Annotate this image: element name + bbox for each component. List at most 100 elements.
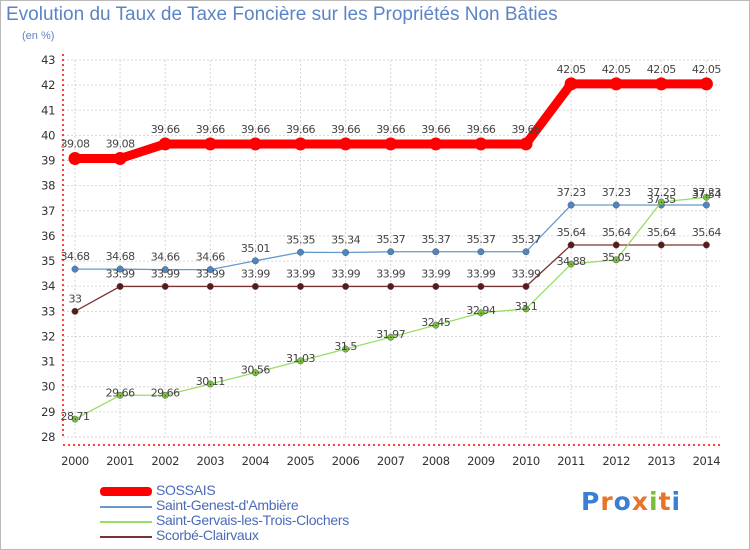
data-label: 31.03 [286, 352, 315, 365]
data-label: 33.1 [515, 300, 538, 313]
series-point [657, 241, 665, 249]
data-label: 33.99 [106, 267, 135, 280]
series-point [71, 265, 79, 273]
series-point [297, 357, 304, 365]
y-tick-label: 36 [41, 229, 55, 243]
series-point [519, 137, 533, 151]
x-tick-label: 2014 [693, 454, 721, 468]
series-point [432, 321, 440, 329]
y-tick-label: 30 [41, 380, 55, 394]
data-label: 39.66 [331, 123, 360, 136]
series-point [251, 283, 259, 290]
series-point [612, 201, 620, 209]
series-point [297, 283, 304, 290]
series-point [474, 137, 488, 151]
data-label: 35.37 [376, 233, 405, 246]
data-label: 37.23 [602, 186, 631, 199]
data-label: 33.99 [286, 267, 315, 280]
data-label: 33.99 [196, 267, 225, 280]
y-tick-label: 35 [41, 254, 55, 268]
series-point [297, 248, 304, 256]
series-point [161, 391, 169, 399]
legend-label: Saint-Genest-d'Ambière [156, 497, 299, 513]
data-label: 35.64 [692, 226, 721, 239]
series-point [251, 257, 259, 265]
series-point [206, 266, 214, 274]
series-point [429, 137, 443, 151]
series-point [158, 137, 172, 151]
x-tick-label: 2003 [196, 454, 224, 468]
y-tick-label: 32 [41, 329, 55, 343]
data-label: 37.35 [647, 193, 676, 206]
data-label: 35.34 [331, 234, 360, 247]
x-tick-label: 2007 [377, 454, 405, 468]
data-label: 35.64 [602, 226, 631, 239]
legend-label: SOSSAIS [156, 482, 216, 498]
data-label: 39.66 [466, 123, 495, 136]
data-label: 39.66 [241, 123, 270, 136]
series-point [161, 266, 169, 274]
series-point [248, 137, 262, 151]
data-label: 42.05 [602, 63, 631, 76]
data-label: 39.66 [151, 123, 180, 136]
series-point [206, 283, 214, 290]
data-label: 42.05 [692, 63, 721, 76]
x-tick-label: 2002 [151, 454, 179, 468]
series-point [116, 283, 124, 290]
x-tick-label: 2000 [61, 454, 89, 468]
y-tick-label: 31 [41, 355, 55, 369]
logo-letter: o [613, 487, 632, 516]
y-tick-label: 43 [41, 53, 55, 67]
x-tick-label: 2001 [106, 454, 134, 468]
data-label: 33.99 [331, 267, 360, 280]
x-tick-label: 2012 [602, 454, 630, 468]
y-tick-label: 41 [41, 103, 55, 117]
legend-swatch [100, 521, 152, 523]
legend-label: Saint-Gervais-les-Trois-Clochers [156, 512, 349, 528]
data-label: 39.08 [106, 138, 135, 151]
data-label: 35.37 [512, 233, 541, 246]
data-label: 39.66 [376, 123, 405, 136]
data-label: 35.05 [602, 251, 631, 264]
x-tick-label: 2004 [242, 454, 270, 468]
y-tick-label: 28 [41, 430, 55, 444]
data-label: 32.45 [421, 316, 450, 329]
series-point [342, 345, 350, 353]
data-label: 37.23 [692, 186, 721, 199]
chart-title: Evolution du Taux de Taxe Foncière sur l… [6, 4, 558, 25]
data-label: 34.66 [196, 251, 225, 264]
series-point [477, 283, 485, 290]
data-label: 39.66 [196, 123, 225, 136]
series-point [387, 333, 395, 341]
series-point [206, 380, 214, 388]
series-point [342, 283, 350, 290]
data-label: 34.68 [61, 250, 90, 263]
logo-letter: x [631, 487, 649, 516]
series-lines [68, 77, 713, 423]
series-point [116, 391, 124, 399]
y-tick-label: 42 [41, 78, 55, 92]
data-label: 33.99 [421, 267, 450, 280]
data-label: 31.5 [334, 340, 357, 353]
logo-letter: i [649, 487, 659, 516]
x-tick-label: 2005 [287, 454, 315, 468]
proxiti-logo: Proxiti [581, 487, 681, 516]
legend-swatch [100, 536, 152, 538]
series-point [71, 415, 79, 423]
series-point [342, 249, 350, 256]
logo-letter: r [600, 487, 614, 516]
data-label: 39.66 [512, 123, 541, 136]
data-label: 30.11 [196, 375, 225, 388]
series-point [71, 307, 79, 315]
x-tick-label: 2009 [467, 454, 495, 468]
series-point [702, 241, 710, 249]
chart-subtitle: (en %) [22, 30, 55, 42]
legend-swatch [100, 506, 152, 508]
data-label: 33.99 [151, 267, 180, 280]
data-label: 35.37 [421, 233, 450, 246]
data-label: 30.56 [241, 364, 270, 377]
series-point [432, 283, 440, 290]
y-tick-label: 40 [41, 128, 55, 142]
series-point [384, 137, 398, 151]
data-label: 33.99 [241, 267, 270, 280]
